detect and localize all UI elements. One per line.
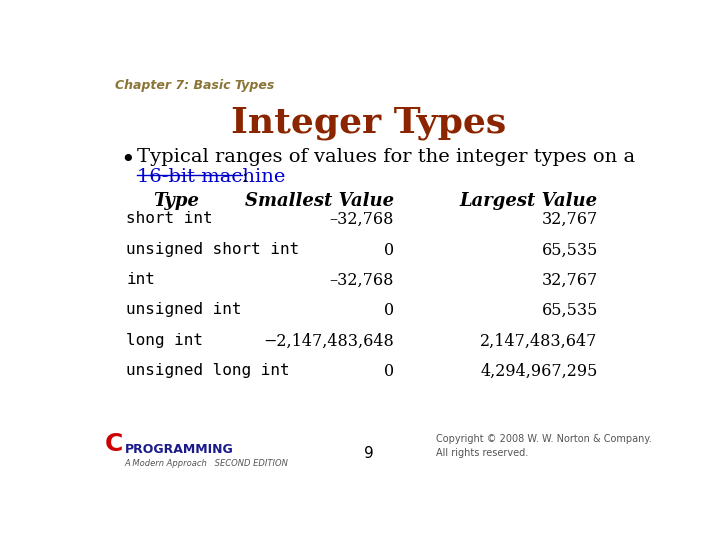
Text: Largest Value: Largest Value bbox=[459, 192, 598, 210]
Text: Typical ranges of values for the integer types on a: Typical ranges of values for the integer… bbox=[138, 148, 636, 166]
Text: 2,147,483,647: 2,147,483,647 bbox=[480, 333, 598, 349]
Text: Smallest Value: Smallest Value bbox=[245, 192, 394, 210]
Text: Copyright © 2008 W. W. Norton & Company.
All rights reserved.: Copyright © 2008 W. W. Norton & Company.… bbox=[436, 434, 652, 458]
Text: Integer Types: Integer Types bbox=[231, 106, 507, 140]
Text: :: : bbox=[242, 168, 248, 186]
Text: unsigned int: unsigned int bbox=[126, 302, 242, 317]
Text: 0: 0 bbox=[384, 302, 394, 319]
Text: long int: long int bbox=[126, 333, 203, 348]
Text: −2,147,483,648: −2,147,483,648 bbox=[264, 333, 394, 349]
Text: 32,767: 32,767 bbox=[541, 211, 598, 228]
Text: –32,768: –32,768 bbox=[330, 211, 394, 228]
Text: int: int bbox=[126, 272, 155, 287]
Text: unsigned short int: unsigned short int bbox=[126, 241, 300, 256]
Text: 32,767: 32,767 bbox=[541, 272, 598, 289]
Text: 65,535: 65,535 bbox=[541, 302, 598, 319]
Text: Chapter 7: Basic Types: Chapter 7: Basic Types bbox=[115, 79, 274, 92]
Text: 0: 0 bbox=[384, 241, 394, 259]
Text: short int: short int bbox=[126, 211, 213, 226]
Text: 16-bit machine: 16-bit machine bbox=[138, 168, 286, 186]
Text: unsigned long int: unsigned long int bbox=[126, 363, 290, 378]
Text: 9: 9 bbox=[364, 446, 374, 461]
Text: 65,535: 65,535 bbox=[541, 241, 598, 259]
Text: PROGRAMMING: PROGRAMMING bbox=[125, 443, 233, 456]
Text: 0: 0 bbox=[384, 363, 394, 380]
Text: 4,294,967,295: 4,294,967,295 bbox=[480, 363, 598, 380]
Text: A Modern Approach   SECOND EDITION: A Modern Approach SECOND EDITION bbox=[125, 459, 289, 468]
Text: •: • bbox=[121, 148, 135, 172]
Text: C: C bbox=[105, 431, 123, 456]
Text: Type: Type bbox=[153, 192, 199, 210]
Text: –32,768: –32,768 bbox=[330, 272, 394, 289]
